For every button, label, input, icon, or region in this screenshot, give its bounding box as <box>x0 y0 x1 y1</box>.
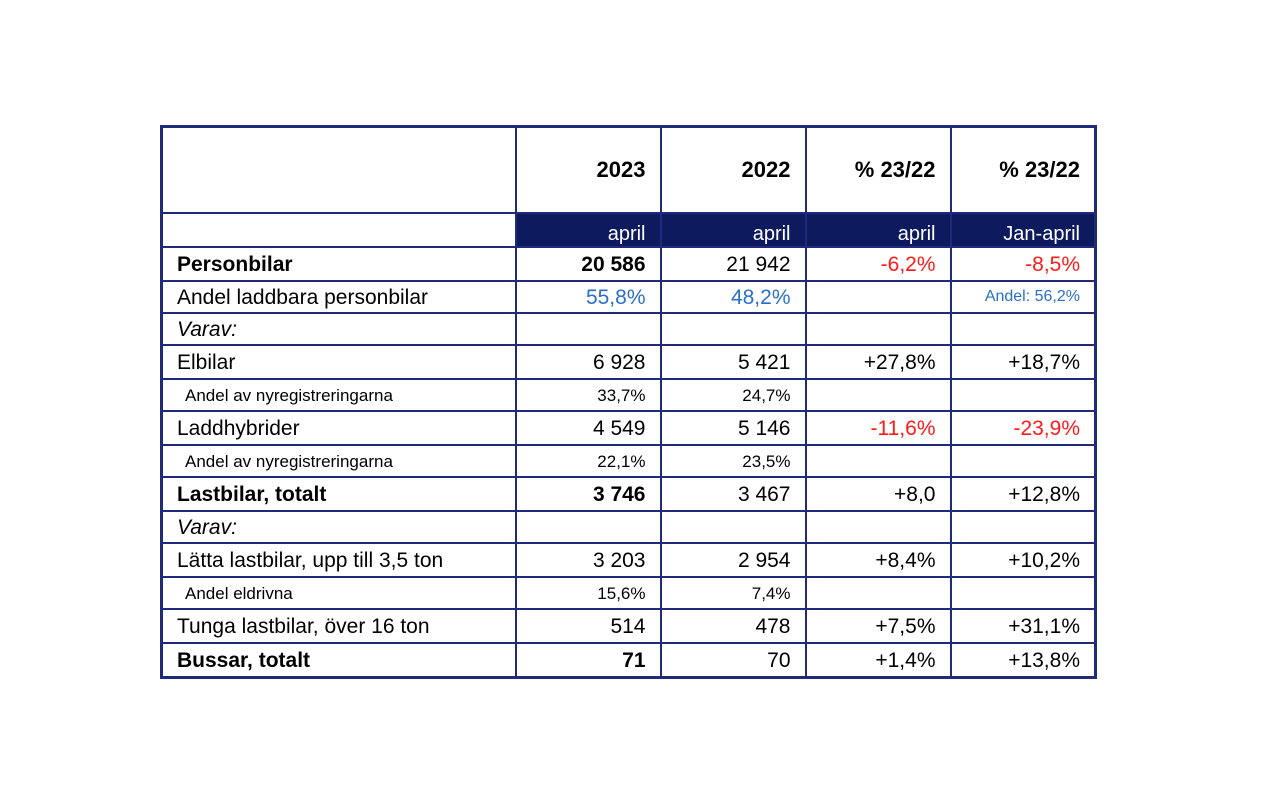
row-label: Elbilar <box>160 344 517 380</box>
empty-cell <box>949 378 1097 412</box>
value-2023: 4 549 <box>514 410 662 446</box>
header-year-row: 2023 2022 % 23/22 % 23/22 <box>160 125 1097 214</box>
pct-jan-april: -23,9% <box>949 410 1097 446</box>
table-row: Elbilar 6 928 5 421 +27,8% +18,7% <box>160 344 1097 380</box>
value-2023: 55,8% <box>514 280 662 314</box>
pct-april: +8,0 <box>804 476 952 512</box>
pct-jan-april: -8,5% <box>949 246 1097 282</box>
table-row: Andel eldrivna 15,6% 7,4% <box>160 576 1097 610</box>
value-2023: 3 203 <box>514 542 662 578</box>
row-label: Varav: <box>160 312 517 346</box>
value-2022: 70 <box>659 642 807 679</box>
empty-cell <box>804 444 952 478</box>
value-2022: 21 942 <box>659 246 807 282</box>
empty-cell <box>804 510 952 544</box>
value-2022: 478 <box>659 608 807 644</box>
table-row: Andel laddbara personbilar 55,8% 48,2% A… <box>160 280 1097 314</box>
value-2022: 23,5% <box>659 444 807 478</box>
value-2022: 2 954 <box>659 542 807 578</box>
value-2023: 33,7% <box>514 378 662 412</box>
value-2022: 24,7% <box>659 378 807 412</box>
period-pct-april: april <box>804 212 952 248</box>
row-label: Varav: <box>160 510 517 544</box>
header-pct-april: % 23/22 <box>804 125 952 214</box>
value-2023: 15,6% <box>514 576 662 610</box>
pct-april: +8,4% <box>804 542 952 578</box>
period-pct-jan-april: Jan-april <box>949 212 1097 248</box>
value-2023: 71 <box>514 642 662 679</box>
pct-jan-april: +13,8% <box>949 642 1097 679</box>
value-2023: 514 <box>514 608 662 644</box>
pct-april: +7,5% <box>804 608 952 644</box>
row-label: Personbilar <box>160 246 517 282</box>
empty-cell <box>804 312 952 346</box>
empty-cell <box>804 576 952 610</box>
value-2022: 5 421 <box>659 344 807 380</box>
pct-april: -6,2% <box>804 246 952 282</box>
table-row: Lätta lastbilar, upp till 3,5 ton 3 203 … <box>160 542 1097 578</box>
empty-cell <box>949 576 1097 610</box>
period-2023: april <box>514 212 662 248</box>
value-2022: 7,4% <box>659 576 807 610</box>
row-label: Andel av nyregistreringarna <box>160 378 517 412</box>
registrations-table: 2023 2022 % 23/22 % 23/22 april april ap… <box>160 125 1097 679</box>
value-2023: 22,1% <box>514 444 662 478</box>
row-label: Bussar, totalt <box>160 642 517 679</box>
header-corner <box>160 125 517 214</box>
table-row: Andel av nyregistreringarna 22,1% 23,5% <box>160 444 1097 478</box>
pct-jan-april: +18,7% <box>949 344 1097 380</box>
period-2022: april <box>659 212 807 248</box>
header-2022: 2022 <box>659 125 807 214</box>
header-2023: 2023 <box>514 125 662 214</box>
pct-jan-april: Andel: 56,2% <box>949 280 1097 314</box>
table-row: Laddhybrider 4 549 5 146 -11,6% -23,9% <box>160 410 1097 446</box>
pct-jan-april: +10,2% <box>949 542 1097 578</box>
value-2022: 48,2% <box>659 280 807 314</box>
pct-april: +27,8% <box>804 344 952 380</box>
empty-cell <box>949 510 1097 544</box>
row-label: Lastbilar, totalt <box>160 476 517 512</box>
empty-cell <box>804 378 952 412</box>
pct-jan-april: +31,1% <box>949 608 1097 644</box>
value-2022: 3 467 <box>659 476 807 512</box>
table-row: Andel av nyregistreringarna 33,7% 24,7% <box>160 378 1097 412</box>
empty-cell <box>659 312 807 346</box>
empty-cell <box>659 510 807 544</box>
header-pct-jan-april: % 23/22 <box>949 125 1097 214</box>
value-2023: 6 928 <box>514 344 662 380</box>
value-2022: 5 146 <box>659 410 807 446</box>
row-label: Andel laddbara personbilar <box>160 280 517 314</box>
table-row: Bussar, totalt 71 70 +1,4% +13,8% <box>160 642 1097 679</box>
table-row: Varav: <box>160 510 1097 544</box>
empty-cell <box>949 444 1097 478</box>
pct-april: +1,4% <box>804 642 952 679</box>
empty-cell <box>514 510 662 544</box>
table-row: Tunga lastbilar, över 16 ton 514 478 +7,… <box>160 608 1097 644</box>
table-row: Personbilar 20 586 21 942 -6,2% -8,5% <box>160 246 1097 282</box>
row-label: Laddhybrider <box>160 410 517 446</box>
value-2023: 3 746 <box>514 476 662 512</box>
header-period-row: april april april Jan-april <box>160 212 1097 248</box>
table-row: Lastbilar, totalt 3 746 3 467 +8,0 +12,8… <box>160 476 1097 512</box>
pct-jan-april: +12,8% <box>949 476 1097 512</box>
row-label: Tunga lastbilar, över 16 ton <box>160 608 517 644</box>
empty-cell <box>949 312 1097 346</box>
empty-cell <box>514 312 662 346</box>
pct-april: -11,6% <box>804 410 952 446</box>
pct-april <box>804 280 952 314</box>
row-label: Lätta lastbilar, upp till 3,5 ton <box>160 542 517 578</box>
header-corner-lower <box>160 212 517 248</box>
row-label: Andel eldrivna <box>160 576 517 610</box>
table-row: Varav: <box>160 312 1097 346</box>
value-2023: 20 586 <box>514 246 662 282</box>
row-label: Andel av nyregistreringarna <box>160 444 517 478</box>
